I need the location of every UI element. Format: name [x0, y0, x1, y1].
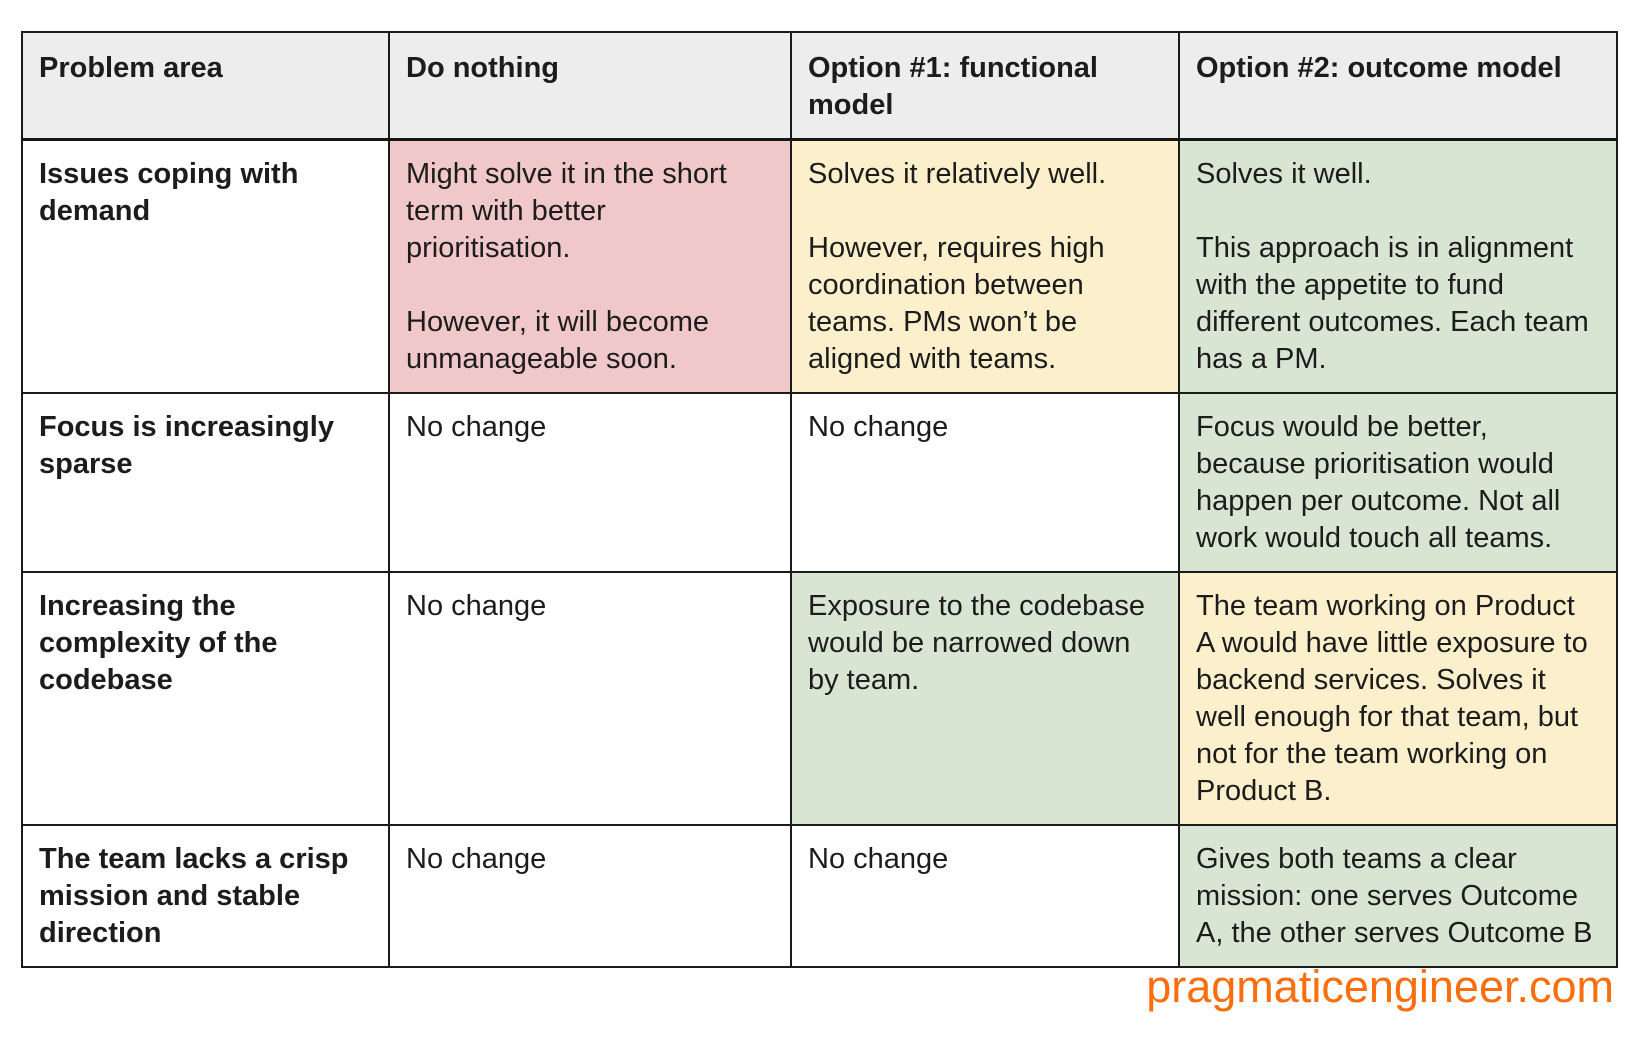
assessment-cell: No change: [388, 392, 792, 573]
col-header-do-nothing: Do nothing: [388, 31, 792, 141]
assessment-cell: Might solve it in the short term with be…: [388, 138, 792, 394]
assessment-cell: No change: [388, 824, 792, 968]
col-header-option-1: Option #1: functional model: [790, 31, 1180, 141]
assessment-cell: No change: [790, 824, 1180, 968]
assessment-cell: Exposure to the codebase would be narrow…: [790, 571, 1180, 826]
table-row: The team lacks a crisp mission and stabl…: [21, 824, 1618, 968]
header-row: Problem area Do nothing Option #1: funct…: [21, 31, 1618, 141]
table-row: Focus is increasingly sparse No change N…: [21, 392, 1618, 573]
assessment-cell: No change: [790, 392, 1180, 573]
row-header-complexity: Increasing the complexity of the codebas…: [21, 571, 390, 826]
assessment-cell: No change: [388, 571, 792, 826]
assessment-cell: Focus would be better, because prioritis…: [1178, 392, 1618, 573]
assessment-cell: Solves it relatively well. However, requ…: [790, 138, 1180, 394]
assessment-cell: Solves it well. This approach is in alig…: [1178, 138, 1618, 394]
decision-matrix-table: Problem area Do nothing Option #1: funct…: [21, 31, 1618, 968]
assessment-cell: The team working on Product A would have…: [1178, 571, 1618, 826]
assessment-cell: Gives both teams a clear mission: one se…: [1178, 824, 1618, 968]
table-row: Increasing the complexity of the codebas…: [21, 571, 1618, 826]
col-header-problem-area: Problem area: [21, 31, 390, 141]
table-row: Issues coping with demand Might solve it…: [21, 138, 1618, 394]
row-header-mission: The team lacks a crisp mission and stabl…: [21, 824, 390, 968]
row-header-demand: Issues coping with demand: [21, 138, 390, 394]
row-header-focus: Focus is increasingly sparse: [21, 392, 390, 573]
col-header-option-2: Option #2: outcome model: [1178, 31, 1618, 141]
watermark-pragmaticengineer: pragmaticengineer.com: [1146, 961, 1614, 1012]
